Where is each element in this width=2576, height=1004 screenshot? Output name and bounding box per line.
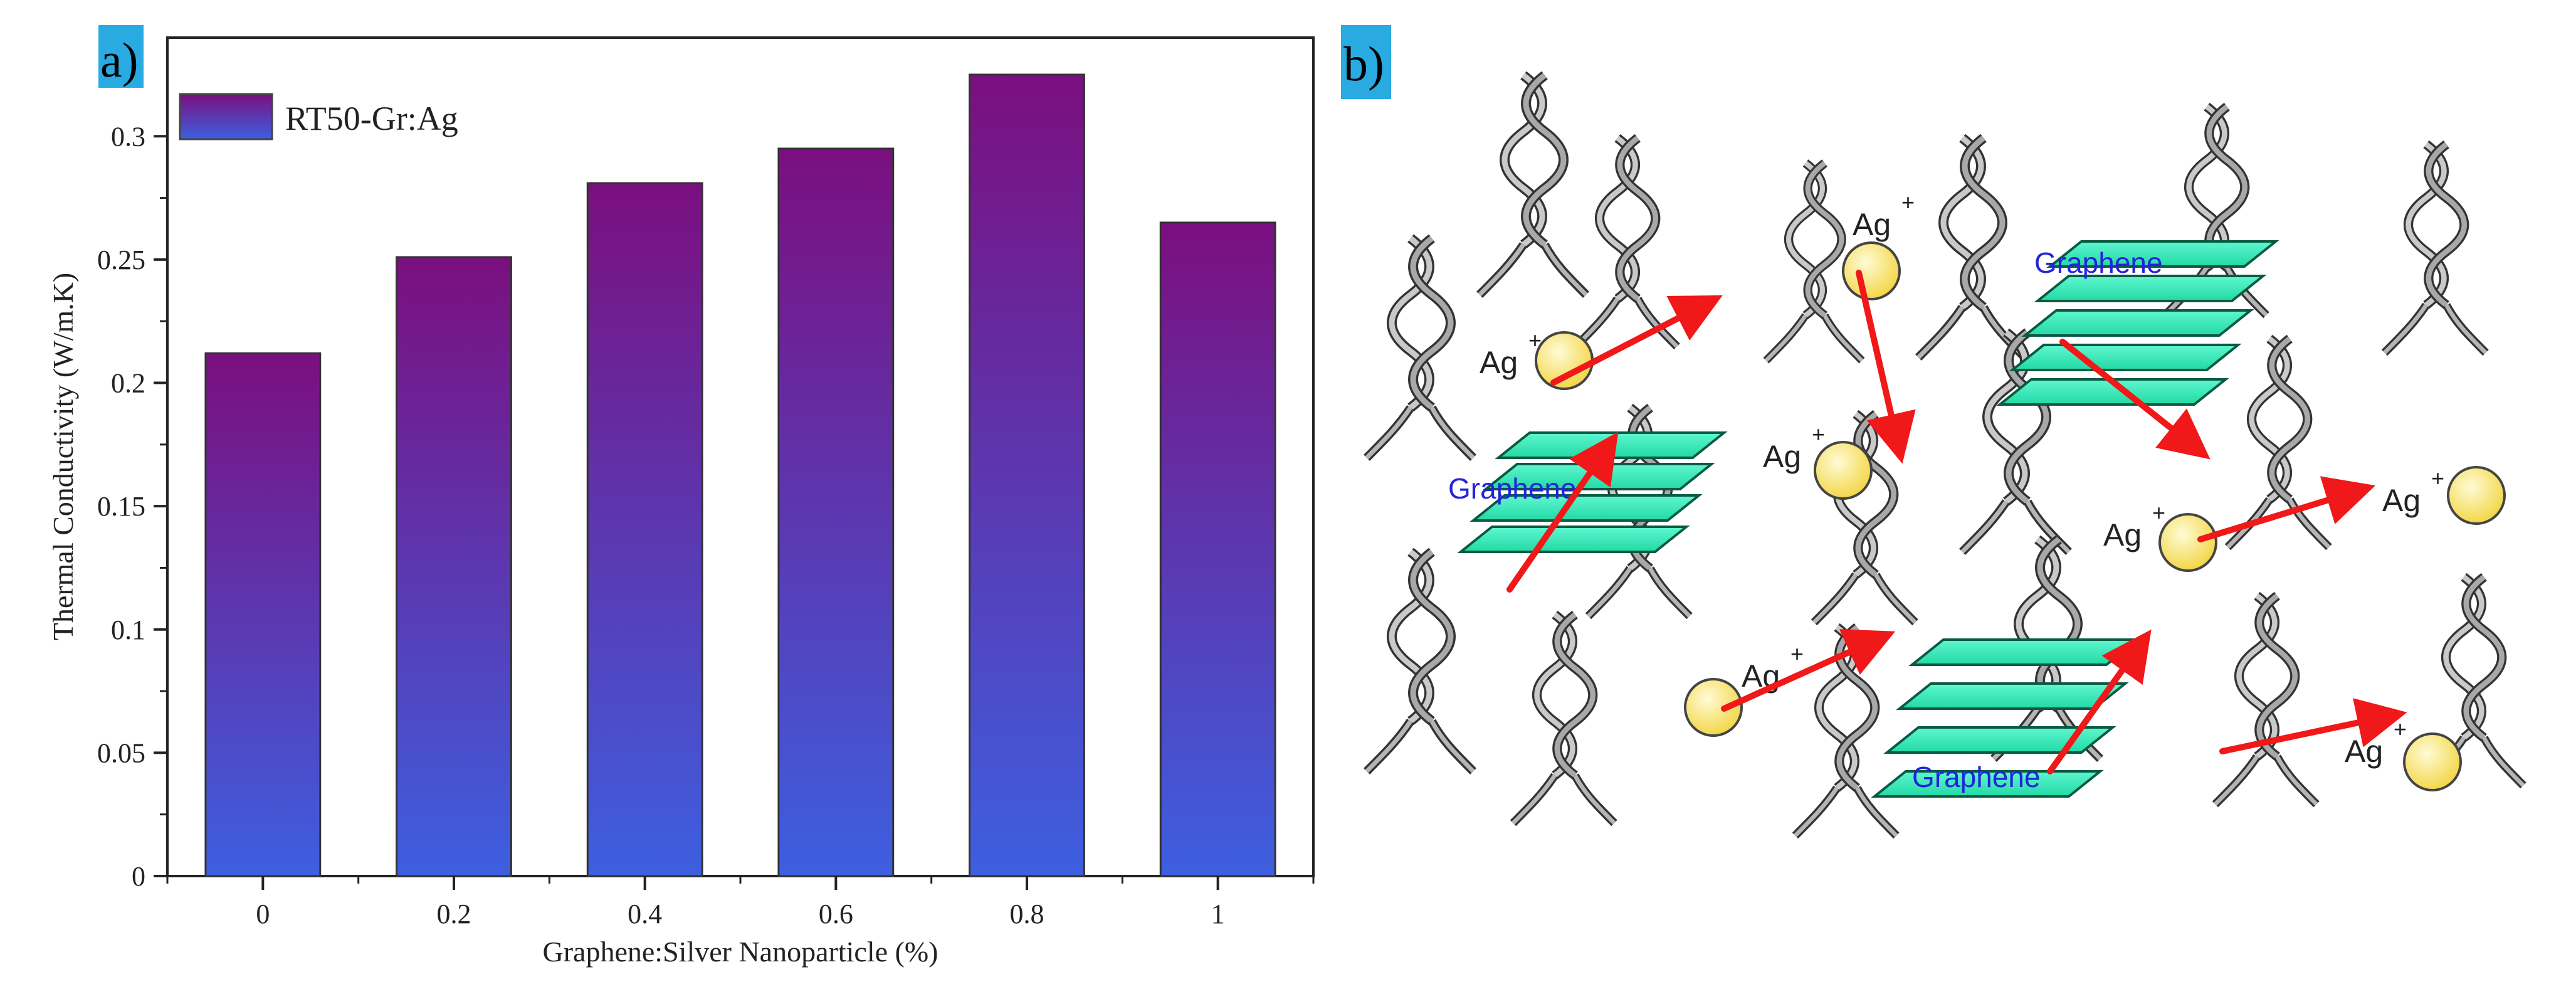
helix bbox=[2216, 596, 2317, 805]
x-tick-label: 1 bbox=[1211, 899, 1225, 929]
legend-label: RT50-Gr:Ag bbox=[285, 100, 458, 137]
arrow bbox=[1856, 270, 1916, 464]
silver-particle bbox=[2447, 466, 2506, 525]
helix bbox=[1367, 238, 1473, 458]
ag-label: Ag bbox=[2382, 483, 2421, 518]
arrow bbox=[2059, 339, 2211, 460]
arrow bbox=[1550, 295, 1723, 386]
graphene-stack-bottom bbox=[1871, 638, 2142, 798]
panel-a-label: a) bbox=[100, 33, 139, 87]
helix bbox=[1513, 615, 1615, 823]
ag-label: Ag bbox=[1480, 345, 1518, 380]
panel-a: a) 0 0.05 0.1 0.15 0.2 0.25 0.3 0 0.2 0.4 0.6 0.8 1… bbox=[47, 25, 1315, 968]
x-axis: 0 0.2 0.4 0.6 0.8 1 bbox=[166, 876, 1315, 929]
bar-0.4 bbox=[586, 182, 703, 877]
arrow bbox=[1506, 431, 1619, 593]
x-tick-label: 0.8 bbox=[1010, 899, 1044, 929]
y-tick-label: 0.15 bbox=[97, 491, 145, 522]
graphene-label: Graphene bbox=[2034, 246, 2163, 279]
graphene-label: Graphene bbox=[1912, 761, 2041, 793]
arrow bbox=[2219, 698, 2407, 754]
silver-particles bbox=[1535, 241, 2506, 791]
silver-particle bbox=[1842, 241, 1901, 300]
ag-charge: + bbox=[2431, 465, 2444, 491]
panel-b-label: b) bbox=[1343, 36, 1384, 91]
ag-label: Ag bbox=[2103, 517, 2142, 552]
ag-label: Ag bbox=[2345, 734, 2383, 769]
plot-frame bbox=[166, 36, 1315, 877]
x-tick-label: 0.6 bbox=[819, 899, 853, 929]
y-axis: 0 0.05 0.1 0.15 0.2 0.25 0.3 bbox=[97, 121, 167, 892]
ag-charge: + bbox=[1528, 327, 1542, 353]
bar-0 bbox=[204, 352, 322, 877]
y-axis-title: Thermal Conductivity (W/m.K) bbox=[47, 273, 79, 640]
silver-particle bbox=[1684, 678, 1743, 737]
ag-charge: + bbox=[2394, 716, 2407, 742]
arrow bbox=[1721, 629, 1896, 712]
helix bbox=[1367, 552, 1473, 771]
x-axis-title: Graphene:Silver Nanoparticle (%) bbox=[543, 936, 938, 968]
panel-b: b) bbox=[1341, 25, 2523, 836]
y-tick-label: 0.25 bbox=[97, 245, 145, 275]
y-tick-label: 0.05 bbox=[97, 737, 145, 768]
helix bbox=[1480, 75, 1586, 295]
graphene-stack-top-right bbox=[1996, 240, 2279, 406]
legend-swatch bbox=[179, 93, 273, 140]
bars-group bbox=[204, 73, 1276, 877]
x-tick-label: 0.4 bbox=[628, 899, 662, 929]
helix bbox=[1795, 627, 1897, 836]
bar-0.8 bbox=[969, 73, 1085, 877]
legend: RT50-Gr:Ag bbox=[179, 93, 458, 140]
silver-particle bbox=[2403, 732, 2462, 791]
panel-b-label-bg bbox=[1341, 25, 1391, 99]
graphene-label: Graphene bbox=[1448, 472, 1577, 505]
ag-label: Ag bbox=[1853, 207, 1891, 242]
panel-a-label-bg bbox=[98, 25, 144, 88]
y-tick-label: 0 bbox=[132, 861, 145, 892]
ag-charge: + bbox=[1901, 189, 1915, 215]
y-tick-label: 0.3 bbox=[111, 121, 145, 152]
ag-charge: + bbox=[2152, 500, 2165, 526]
x-tick-label: 0.2 bbox=[437, 899, 471, 929]
bar-0.6 bbox=[777, 147, 895, 877]
arrow bbox=[2197, 476, 2376, 542]
helix bbox=[1576, 138, 1678, 347]
silver-particle bbox=[1814, 441, 1873, 500]
y-tick-label: 0.2 bbox=[111, 368, 145, 399]
ag-charge: + bbox=[1790, 641, 1804, 667]
bar-chart: 0 0.05 0.1 0.15 0.2 0.25 0.3 0 0.2 0.4 0.6 0.8 1 Gr… bbox=[47, 36, 1315, 968]
bar-1 bbox=[1159, 221, 1276, 877]
helix bbox=[2385, 144, 2486, 353]
helix bbox=[1918, 138, 2025, 357]
ag-label: Ag bbox=[1763, 439, 1801, 474]
x-tick-label: 0 bbox=[256, 899, 270, 929]
y-tick-label: 0.1 bbox=[111, 615, 145, 645]
ag-charge: + bbox=[1812, 421, 1825, 447]
bar-0.2 bbox=[396, 256, 512, 877]
silver-particle bbox=[2158, 513, 2217, 572]
heat-flow-arrows bbox=[1506, 270, 2407, 774]
arrow bbox=[2047, 629, 2152, 774]
